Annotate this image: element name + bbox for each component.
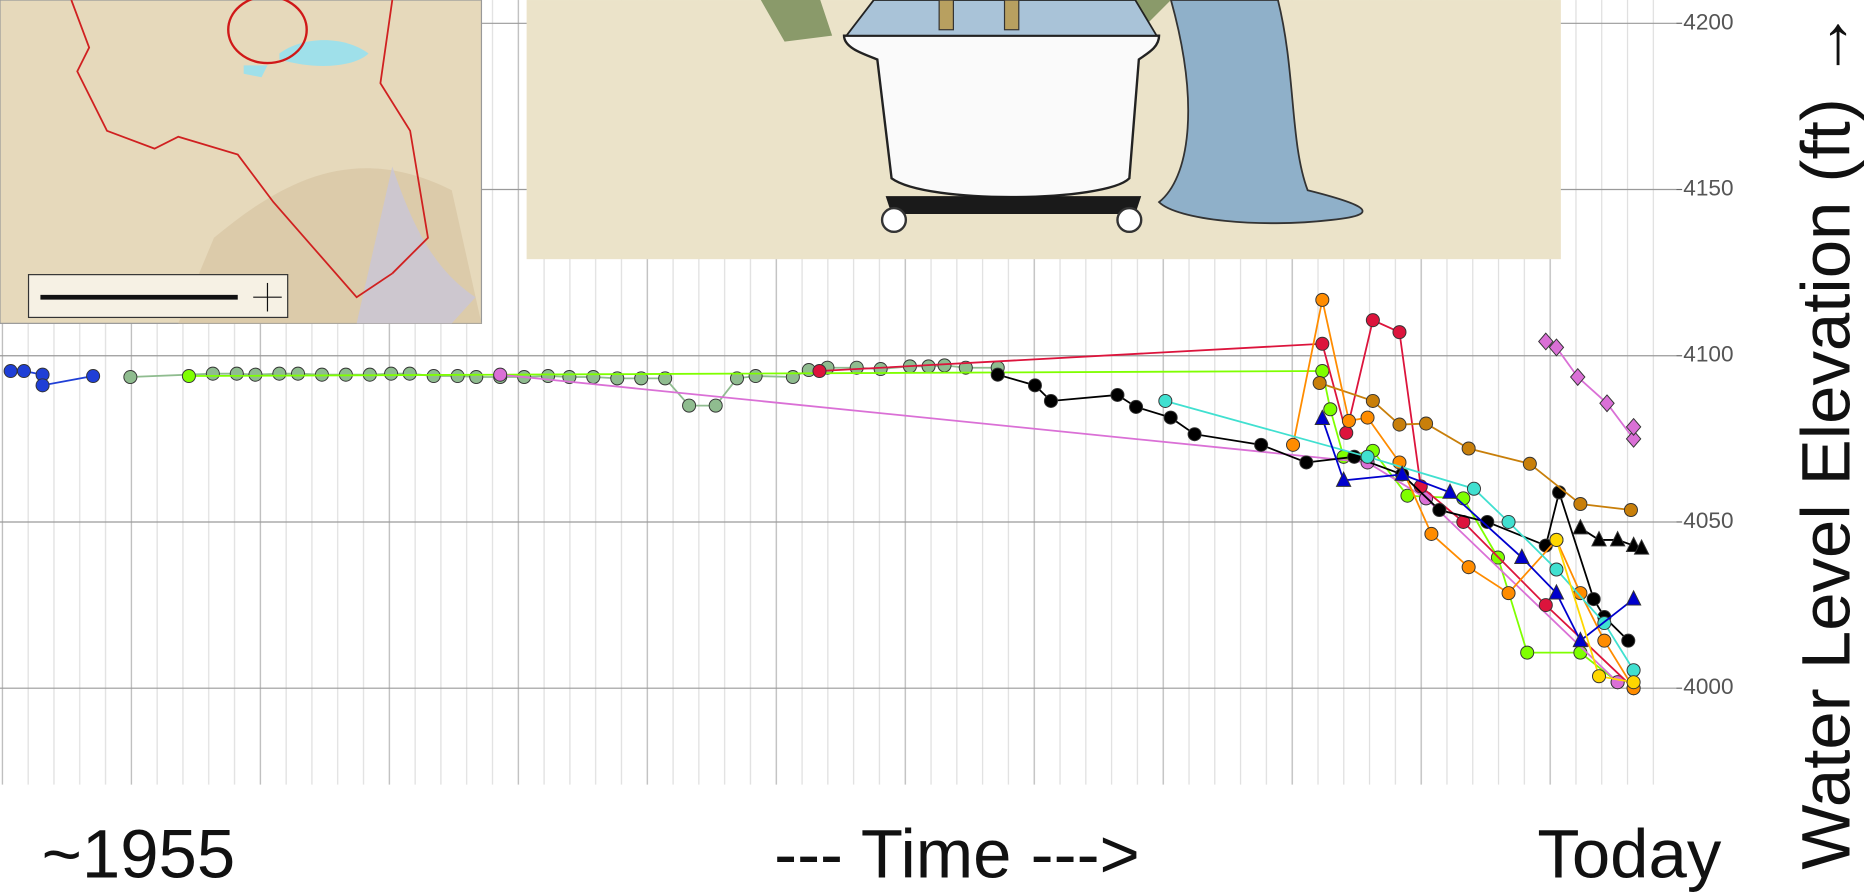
data-point — [1028, 379, 1041, 392]
data-point — [749, 369, 762, 382]
data-point — [1574, 646, 1587, 659]
data-point — [385, 367, 398, 380]
data-point — [403, 367, 416, 380]
y-tick-label: 4000 — [1683, 674, 1733, 699]
data-point — [1420, 417, 1433, 430]
data-point — [1550, 563, 1563, 576]
data-point — [1462, 561, 1475, 574]
data-point — [813, 365, 826, 378]
data-point — [1550, 533, 1563, 546]
data-point — [36, 379, 49, 392]
y-tick-label: 4200 — [1683, 9, 1733, 34]
x-axis-label: --- Time ---> — [774, 815, 1140, 892]
data-point — [1457, 492, 1470, 505]
data-point — [1159, 394, 1172, 407]
data-point — [206, 367, 219, 380]
data-point — [451, 369, 464, 382]
data-point — [1622, 634, 1635, 647]
data-point — [1574, 497, 1587, 510]
data-point — [1627, 664, 1640, 677]
y-tick-label: 4150 — [1683, 175, 1733, 200]
data-point — [1539, 599, 1552, 612]
data-point — [786, 370, 799, 383]
data-point — [1130, 400, 1143, 413]
data-point — [249, 368, 262, 381]
data-point — [1366, 394, 1379, 407]
data-point — [1598, 634, 1611, 647]
data-point — [991, 368, 1004, 381]
data-point — [1316, 293, 1329, 306]
data-point — [1313, 376, 1326, 389]
data-point — [1044, 394, 1057, 407]
data-point — [4, 365, 17, 378]
page: {"chart_data": { "type": "line", "x_star… — [0, 0, 1864, 894]
x-end-label: Today — [1537, 815, 1721, 892]
map-inset — [0, 0, 481, 323]
data-point — [683, 399, 696, 412]
data-point — [1467, 482, 1480, 495]
data-point — [427, 369, 440, 382]
data-point — [1433, 503, 1446, 516]
data-point — [709, 399, 722, 412]
data-point — [587, 370, 600, 383]
data-point — [182, 369, 195, 382]
data-point — [1587, 593, 1600, 606]
bathtub-cartoon — [527, 0, 1561, 259]
data-point — [273, 367, 286, 380]
data-point — [1342, 414, 1355, 427]
data-point — [1287, 438, 1300, 451]
data-point — [1624, 503, 1637, 516]
data-point — [291, 367, 304, 380]
data-point — [1324, 403, 1337, 416]
data-point — [1462, 442, 1475, 455]
data-point — [230, 367, 243, 380]
data-point — [1574, 587, 1587, 600]
data-point — [494, 368, 507, 381]
data-point — [1523, 457, 1536, 470]
data-point — [1316, 365, 1329, 378]
data-point — [1393, 326, 1406, 339]
data-point — [470, 370, 483, 383]
data-point — [1316, 337, 1329, 350]
data-point — [1366, 314, 1379, 327]
data-point — [1521, 646, 1534, 659]
data-point — [1627, 676, 1640, 689]
data-point — [1188, 428, 1201, 441]
data-point — [1592, 670, 1605, 683]
y-axis-label: Water Level Elevation (ft) → — [1788, 10, 1864, 869]
data-point — [1425, 527, 1438, 540]
data-point — [922, 360, 935, 373]
data-point — [1361, 450, 1374, 463]
data-point — [1255, 438, 1268, 451]
slide: 4000 4050 4100 4150 4200 ~1955 --- Time --->… — [0, 0, 1864, 894]
y-tick-label: 4050 — [1683, 508, 1733, 533]
data-point — [1361, 411, 1374, 424]
data-point — [1300, 456, 1313, 469]
data-point — [1164, 411, 1177, 424]
y-tick-label: 4100 — [1683, 342, 1733, 367]
data-point — [1111, 388, 1124, 401]
data-point — [1393, 418, 1406, 431]
data-point — [17, 365, 30, 378]
data-point — [1502, 515, 1515, 528]
data-point — [87, 369, 100, 382]
x-start-label: ~1955 — [42, 815, 236, 892]
data-point — [1340, 426, 1353, 439]
data-point — [1502, 587, 1515, 600]
data-point — [124, 370, 137, 383]
